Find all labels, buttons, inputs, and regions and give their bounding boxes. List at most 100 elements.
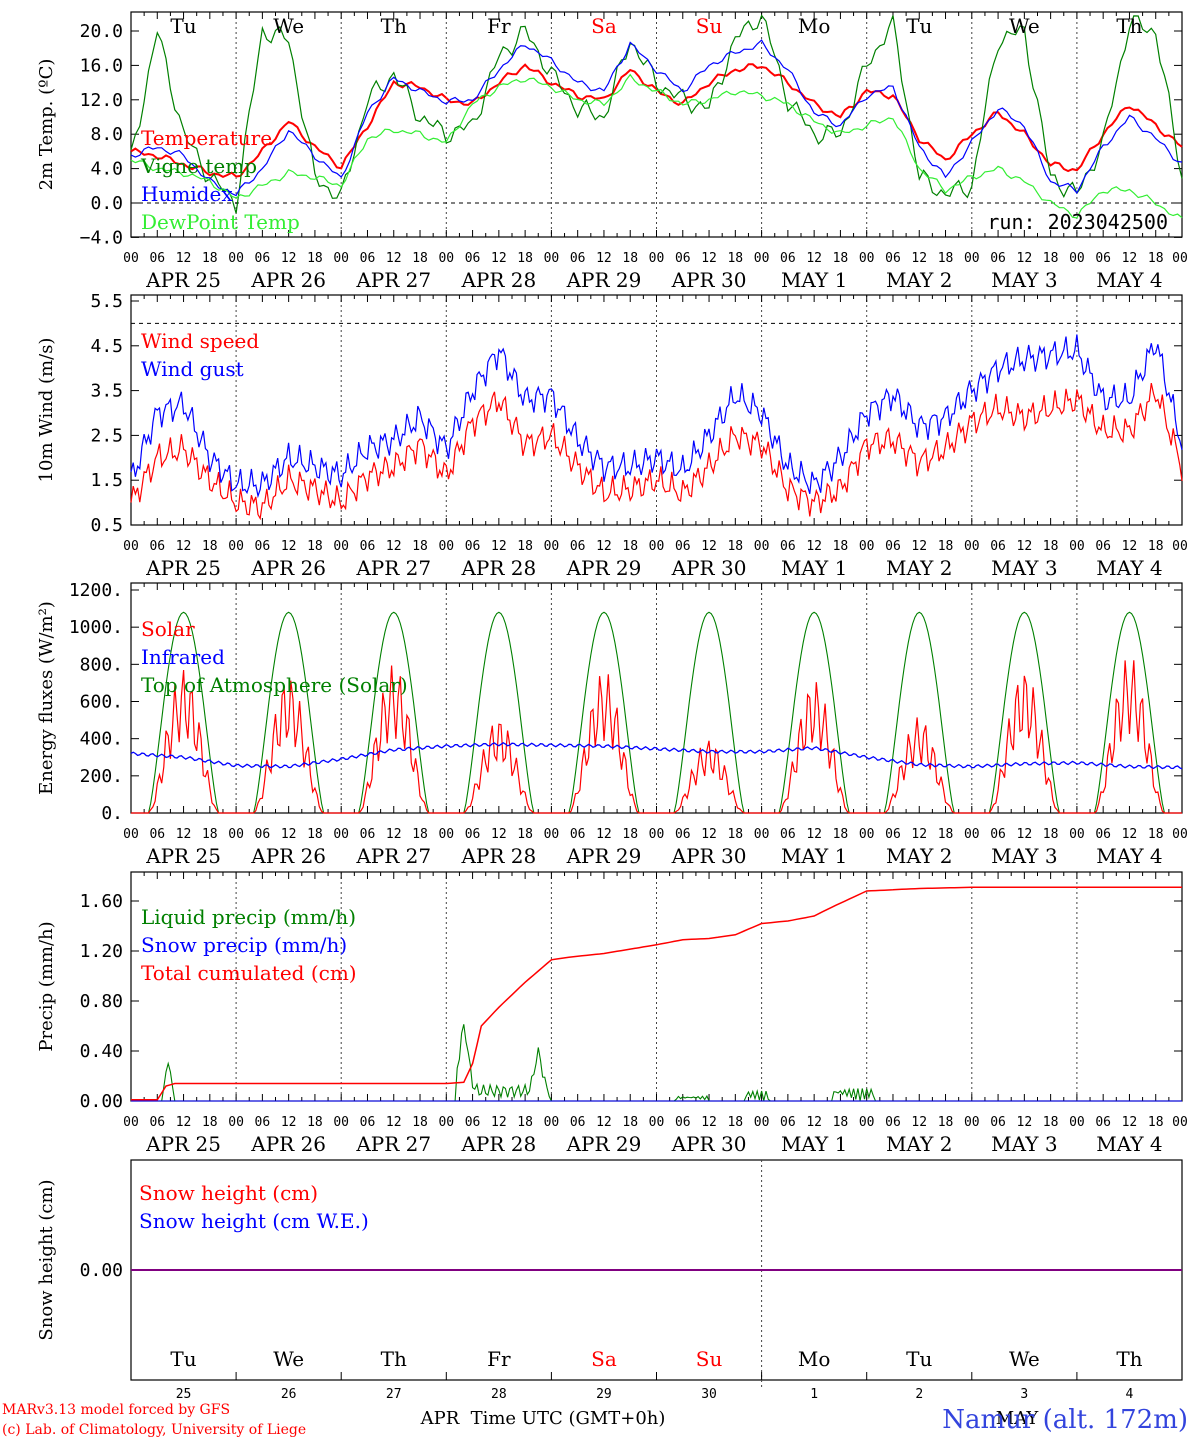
weekday-label: We [273, 14, 304, 38]
date-label: APR 28 [460, 1132, 536, 1156]
hour-label: 12 [386, 539, 402, 554]
x-axis-title: Time UTC (GMT+0h) [471, 1408, 666, 1429]
hour-label: 00 [333, 251, 349, 266]
y-axis-label-0: 2m Temp. (ºC) [36, 59, 57, 191]
y-tick-label: 8.0 [90, 124, 123, 145]
toa-solar-line [131, 611, 1182, 814]
date-label: APR 27 [355, 556, 431, 580]
hour-label: 18 [412, 1115, 428, 1130]
date-number-label: 25 [176, 1387, 192, 1402]
y-tick-label: 20.0 [80, 21, 123, 42]
hour-label: 18 [202, 1115, 218, 1130]
weekday-label: Sa [591, 14, 617, 38]
date-label: MAY 4 [1096, 1132, 1162, 1156]
weekday-label: Fr [487, 1347, 511, 1371]
legend-entry: Vigne temp [140, 154, 257, 178]
y-tick-label: 1.60 [80, 891, 123, 912]
date-label: APR 25 [145, 1132, 221, 1156]
y-tick-label: 1.5 [90, 470, 123, 491]
hour-label: 00 [964, 827, 980, 842]
hour-label: 00 [544, 827, 560, 842]
date-label: APR 29 [566, 268, 642, 292]
date-label: MAY 1 [781, 844, 847, 868]
hour-label: 00 [859, 251, 875, 266]
hour-label: 06 [149, 827, 165, 842]
y-tick-label: −4.0 [80, 227, 123, 248]
weekday-label: Th [381, 1347, 407, 1371]
weekday-label: Su [696, 14, 723, 38]
hour-label: 06 [675, 251, 691, 266]
hour-label: 00 [859, 827, 875, 842]
hour-label: 12 [281, 539, 297, 554]
weekday-label: Fr [487, 14, 511, 38]
hour-label: 12 [491, 251, 507, 266]
hour-label: 00 [438, 251, 454, 266]
hour-label: 00 [228, 251, 244, 266]
hour-label: 12 [491, 827, 507, 842]
hour-label: 12 [1122, 539, 1138, 554]
hour-label: 00 [754, 827, 770, 842]
date-label: APR 28 [460, 844, 536, 868]
weekday-label: Tu [170, 1347, 196, 1371]
hour-label: 18 [622, 827, 638, 842]
hour-label: 12 [1017, 251, 1033, 266]
hour-label: 00 [544, 539, 560, 554]
hour-label: 12 [1017, 827, 1033, 842]
date-label: APR 28 [460, 268, 536, 292]
hour-label: 06 [885, 1115, 901, 1130]
weekday-label: Mo [798, 1347, 831, 1371]
hour-label: 12 [596, 1115, 612, 1130]
y-tick-label: 4.0 [90, 159, 123, 180]
weekday-label: We [273, 1347, 304, 1371]
hour-label: 18 [622, 1115, 638, 1130]
station-name: Namur (alt. 172m) [942, 1405, 1188, 1435]
y-tick-label: 3.5 [90, 381, 123, 402]
hour-label: 00 [964, 1115, 980, 1130]
hour-label: 12 [176, 827, 192, 842]
hour-label: 06 [360, 251, 376, 266]
credit-line-2: (c) Lab. of Climatology, University of L… [2, 1422, 306, 1438]
hour-label: 18 [1148, 827, 1164, 842]
date-label: APR 29 [566, 1132, 642, 1156]
hour-label: 12 [386, 1115, 402, 1130]
legend-entry: Liquid precip (mm/h) [141, 905, 356, 929]
hour-label: 00 [544, 1115, 560, 1130]
hour-label: 06 [885, 539, 901, 554]
hour-label: 12 [911, 827, 927, 842]
date-label: APR 30 [671, 268, 747, 292]
hour-label: 06 [570, 539, 586, 554]
month-label: APR [420, 1408, 460, 1429]
hour-label: 18 [1148, 1115, 1164, 1130]
hour-label: 06 [149, 1115, 165, 1130]
date-label: MAY 1 [781, 1132, 847, 1156]
hour-label: 06 [780, 539, 796, 554]
date-label: MAY 3 [991, 844, 1057, 868]
weekday-label: Th [1116, 14, 1142, 38]
hour-label: 06 [1095, 251, 1111, 266]
hour-label: 18 [727, 827, 743, 842]
hour-label: 00 [1172, 539, 1188, 554]
date-label: MAY 4 [1096, 268, 1162, 292]
hour-label: 12 [701, 539, 717, 554]
hour-label: 18 [727, 1115, 743, 1130]
hour-label: 00 [754, 539, 770, 554]
hour-label: 00 [333, 827, 349, 842]
hour-label: 18 [833, 251, 849, 266]
hour-label: 06 [255, 539, 271, 554]
hour-label: 18 [412, 827, 428, 842]
date-label: APR 27 [355, 1132, 431, 1156]
hour-label: 00 [123, 827, 139, 842]
hour-label: 12 [911, 251, 927, 266]
date-label: APR 30 [671, 556, 747, 580]
hour-label: 06 [780, 827, 796, 842]
legend-entry: Humidex [141, 182, 233, 206]
hour-label: 12 [806, 251, 822, 266]
hour-label: 06 [360, 1115, 376, 1130]
hour-label: 18 [202, 251, 218, 266]
weekday-label: We [1009, 14, 1040, 38]
date-label: MAY 2 [886, 844, 952, 868]
hour-label: 18 [938, 251, 954, 266]
hour-label: 12 [701, 827, 717, 842]
legend-entry: Solar [141, 617, 195, 641]
